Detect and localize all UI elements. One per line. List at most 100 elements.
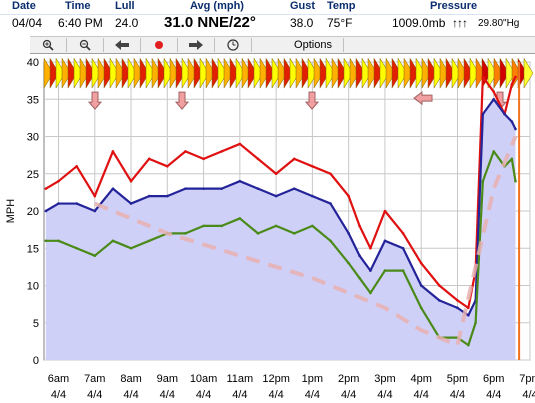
data-point-gust <box>401 232 405 235</box>
direction-arrow <box>175 57 186 89</box>
temp-label: Temp <box>327 0 356 14</box>
x-tick-label: 11am <box>226 373 253 385</box>
live-button[interactable] <box>141 38 178 52</box>
data-point-lull <box>358 276 361 280</box>
data-point-lull <box>220 224 224 228</box>
direction-arrow <box>199 57 210 89</box>
date-value: 04/04 <box>12 16 43 30</box>
data-point-average <box>347 232 350 235</box>
zoom-in-button[interactable] <box>30 38 67 52</box>
data-point-average <box>238 179 242 183</box>
data-point-gust <box>75 165 78 168</box>
data-point-average <box>256 187 260 190</box>
x-tick-label: 1pm <box>302 373 323 385</box>
x-tick-label: 6pm <box>483 373 504 385</box>
options-menu[interactable]: Options <box>283 38 344 52</box>
clock-icon <box>227 39 239 51</box>
data-point-average <box>481 112 485 116</box>
direction-arrow <box>505 57 516 89</box>
history-button[interactable] <box>215 38 252 52</box>
data-point-average <box>274 194 278 198</box>
data-point-average <box>147 194 151 198</box>
direction-arrow <box>361 57 372 89</box>
arrow-right-icon <box>189 40 203 50</box>
direction-arrow <box>373 57 384 89</box>
direction-arrow <box>517 57 528 89</box>
x-tick-label: 8am <box>120 373 141 385</box>
direction-arrow <box>115 57 126 89</box>
x-tick-label: 2pm <box>338 373 359 385</box>
data-point-lull <box>329 239 332 243</box>
data-point-gust <box>311 165 314 168</box>
y-tick-label: 15 <box>27 243 39 255</box>
data-point-lull <box>57 239 60 243</box>
direction-arrow <box>301 57 312 89</box>
x-tick-date: 4/4 <box>268 389 283 401</box>
data-point-gust <box>238 142 242 146</box>
x-tick-label: 6am <box>48 373 69 385</box>
direction-arrow <box>73 57 84 89</box>
direction-arrow <box>97 57 108 89</box>
x-tick-label: 10am <box>190 373 218 385</box>
direction-arrow <box>523 57 534 89</box>
direction-arrow <box>445 57 456 89</box>
direction-arrow <box>205 57 216 89</box>
data-point-lull <box>202 224 205 228</box>
data-point-lull <box>238 217 242 220</box>
data-point-average <box>369 269 372 272</box>
direction-arrow <box>433 57 444 89</box>
data-point-average <box>438 299 441 302</box>
direction-arrow <box>319 57 330 89</box>
graph-toolbar: Options <box>30 36 535 54</box>
direction-arrow <box>295 57 306 89</box>
direction-arrow <box>391 57 402 89</box>
data-point-lull <box>274 224 278 228</box>
data-point-average <box>456 306 459 310</box>
y-axis-label: MPH <box>5 199 17 224</box>
data-point-average <box>492 97 496 101</box>
direction-arrow <box>139 57 150 89</box>
direction-arrow <box>121 57 132 89</box>
direction-arrow <box>247 57 258 89</box>
pressure-trend-arrows: ↑↑↑ <box>452 16 468 30</box>
data-point-lull <box>492 150 496 153</box>
direction-arrow <box>439 57 450 89</box>
wind-shift-arrow <box>413 91 433 106</box>
data-point-lull <box>510 157 514 161</box>
x-tick-date: 4/4 <box>196 389 211 401</box>
data-point-average <box>57 202 60 205</box>
data-point-average <box>220 187 224 190</box>
data-point-gust <box>419 261 423 265</box>
data-point-gust <box>329 172 332 176</box>
y-tick-label: 5 <box>33 318 39 330</box>
gust-label: Gust <box>290 0 316 14</box>
data-point-gust <box>220 150 224 153</box>
direction-arrow <box>277 57 288 89</box>
y-tick-label: 40 <box>27 57 39 69</box>
data-point-gust <box>456 299 459 302</box>
x-tick-date: 4/4 <box>305 389 320 401</box>
data-point-average <box>202 187 205 190</box>
direction-arrow <box>103 57 114 89</box>
wind-shift-arrow <box>304 91 320 110</box>
back-button[interactable] <box>104 38 141 52</box>
zoom-out-button[interactable] <box>67 38 104 52</box>
forward-button[interactable] <box>178 38 215 52</box>
data-point-lull <box>419 306 423 310</box>
data-point-gust <box>166 165 169 168</box>
data-point-average <box>184 187 187 190</box>
x-tick-date: 4/4 <box>160 389 175 401</box>
series-lines <box>44 75 518 348</box>
temp-value: 75°F <box>327 16 353 30</box>
direction-arrow <box>211 57 222 89</box>
data-point-lull <box>44 239 48 243</box>
data-point-gust <box>93 194 97 198</box>
data-point-average <box>111 187 115 190</box>
direction-arrow <box>325 57 336 89</box>
data-point-gust <box>44 187 48 190</box>
data-point-lull <box>311 224 314 228</box>
x-tick-date: 4/4 <box>123 389 138 401</box>
data-point-gust <box>514 75 517 79</box>
direction-arrow <box>367 57 378 89</box>
data-point-average <box>166 194 169 198</box>
